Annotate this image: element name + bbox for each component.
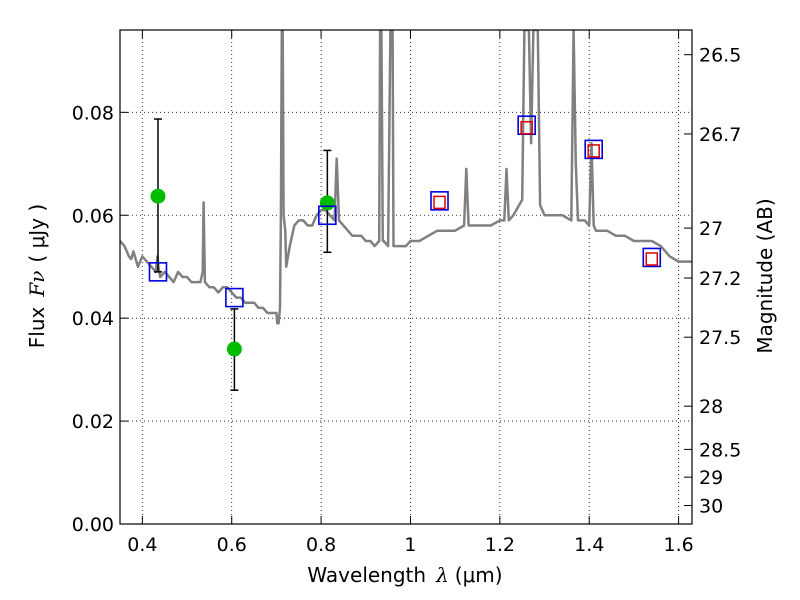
- x-tick-label: 1.6: [663, 534, 693, 556]
- y-tick-label: 0.06: [72, 205, 114, 227]
- y-axis-label-symbol: Fν: [25, 271, 49, 298]
- right-tick-label: 27.2: [699, 268, 741, 290]
- x-tick-label: 0.6: [217, 534, 247, 556]
- synthetic-point: [587, 144, 600, 158]
- right-tick-label: 28.5: [699, 439, 741, 461]
- right-tick-label: 26.7: [699, 124, 741, 146]
- y-axis-label: Flux Fν ( μJy ): [25, 204, 49, 348]
- model-point: [584, 139, 603, 160]
- x-axis-label-symbol: λ: [435, 563, 449, 587]
- markers: [148, 115, 662, 391]
- right-tick-label: 27: [699, 218, 723, 240]
- right-axis-label: Magnitude (AB): [753, 198, 777, 353]
- model-spectrum: [120, 30, 692, 325]
- y-tick-label: 0.08: [72, 102, 114, 124]
- x-tick-label: 1: [404, 534, 416, 556]
- synthetic-point: [520, 121, 533, 135]
- y-tick-label: 0.02: [72, 411, 114, 433]
- x-tick-label: 1.2: [485, 534, 515, 556]
- right-tick-label: 30: [699, 495, 723, 517]
- model-point: [318, 205, 337, 226]
- y-tick-label: 0.04: [72, 308, 114, 330]
- observed-point: [226, 341, 242, 357]
- y-axis-label-unit: ( μJy ): [25, 204, 49, 263]
- observed-point: [319, 195, 335, 211]
- x-tick-label: 0.4: [127, 534, 157, 556]
- right-tick-label: 27.5: [699, 327, 741, 349]
- model-point: [225, 287, 244, 308]
- y-axis-label-text: Flux: [25, 306, 49, 348]
- observed-point: [150, 188, 166, 204]
- x-axis-label-text: Wavelength: [307, 563, 426, 587]
- model-point: [642, 247, 662, 268]
- right-tick-label: 26.5: [699, 45, 741, 67]
- spectrum-line: [120, 30, 692, 325]
- ticks: 0.4 0.6 0.8 1 1.2 1.4 1.6 0.00 0.02 0.04 0.06 0.08 2…: [72, 30, 741, 556]
- x-axis-label-unit: (μm): [455, 563, 503, 587]
- plot-frame: [119, 29, 693, 525]
- x-tick-label: 1.4: [574, 534, 604, 556]
- model-point: [148, 262, 168, 282]
- x-axis-label: Wavelength λ (μm): [307, 563, 502, 587]
- right-tick-label: 28: [699, 396, 723, 418]
- x-tick-label: 0.8: [306, 534, 336, 556]
- synthetic-point: [433, 195, 446, 210]
- right-tick-label: 29: [699, 467, 723, 489]
- synthetic-point: [645, 252, 659, 266]
- y-tick-label: 0.00: [72, 514, 114, 536]
- model-point: [430, 191, 449, 211]
